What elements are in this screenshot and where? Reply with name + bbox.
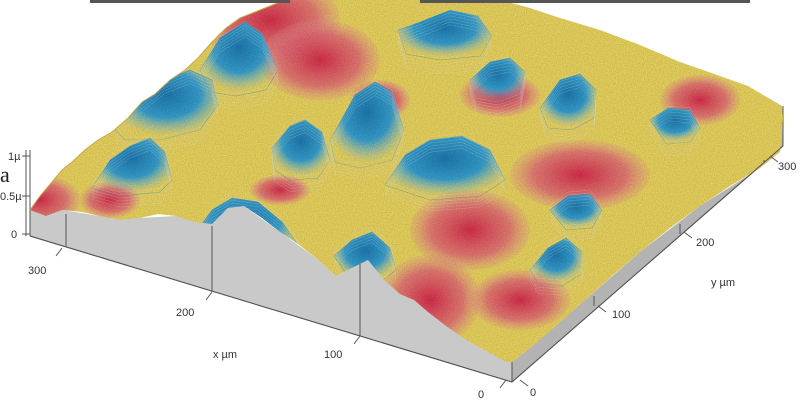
peak-mesh-line — [329, 95, 405, 180]
peak-mesh-line — [91, 149, 173, 208]
peak-mesh-line — [384, 136, 506, 200]
y-axis: 0 100 200 300 y µm — [511, 145, 796, 399]
peak-mesh-line — [199, 33, 279, 107]
peak-mesh-line — [397, 21, 493, 72]
peak-mesh-line — [549, 192, 603, 229]
right-wall — [512, 106, 783, 382]
peak-mesh-line — [469, 59, 526, 106]
peak-mesh-line — [549, 189, 603, 226]
peak-mesh-line — [549, 195, 603, 232]
peak-mesh-line — [271, 117, 331, 177]
peak-mesh-line — [469, 68, 526, 115]
peak — [199, 21, 279, 97]
x-tick-200: 200 — [176, 307, 194, 319]
peak-mesh-line — [271, 123, 331, 183]
peak-mesh-line — [549, 201, 603, 238]
low-region — [260, 20, 380, 100]
peak-mesh-line — [384, 148, 506, 212]
peak-mesh-line — [199, 27, 279, 101]
low-region — [510, 140, 650, 210]
x-axis: 300 200 100 0 x µm — [28, 235, 513, 401]
peak-mesh-line — [329, 83, 405, 168]
peak-mesh-line — [397, 9, 493, 60]
stray-glyph: a — [0, 162, 10, 187]
peak-mesh-line — [649, 120, 701, 157]
peak-mesh-line — [397, 15, 493, 66]
z-tick-1u: 1µ — [8, 151, 21, 163]
peak-mesh-line — [271, 132, 331, 192]
peak-mesh-line — [649, 114, 701, 151]
peak-mesh-line — [199, 36, 279, 110]
y-tick-100: 100 — [612, 309, 630, 321]
peak-mesh-line — [329, 89, 405, 174]
x-tick-300: 300 — [28, 265, 46, 277]
peak-mesh-line — [384, 133, 506, 197]
peak-mesh-line — [329, 92, 405, 177]
peak-mesh-line — [91, 143, 173, 202]
peak-mesh-line — [384, 142, 506, 206]
peak-regions — [91, 9, 701, 296]
peak — [549, 193, 603, 231]
peak-mesh-line — [384, 139, 506, 203]
peak-mesh-line — [549, 198, 603, 235]
y-axis-title: y µm — [711, 277, 735, 289]
peak-mesh-line — [397, 12, 493, 63]
peak-mesh-line — [469, 65, 526, 112]
x-tick-0: 0 — [478, 389, 484, 401]
peak-mesh-line — [539, 87, 597, 143]
z-tick-0-5u: 0.5µ — [0, 191, 22, 203]
peak-mesh-line — [397, 24, 493, 75]
y-tick-200: 200 — [696, 237, 714, 249]
z-tick-0: 0 — [11, 229, 17, 241]
peak-mesh-line — [91, 146, 173, 205]
peak-mesh-line — [91, 134, 173, 193]
peak-mesh-line — [199, 30, 279, 104]
peak-mesh-line — [384, 145, 506, 209]
peak-mesh-line — [529, 247, 583, 296]
front-wall — [30, 206, 512, 382]
y-tick-300: 300 — [778, 161, 796, 173]
peak-mesh-line — [649, 117, 701, 154]
peak-mesh-line — [329, 80, 405, 165]
y-tick-0: 0 — [530, 387, 536, 399]
peak-mesh-line — [199, 21, 279, 95]
z-axis: 1µ 0.5µ 0 — [0, 150, 30, 241]
peak-mesh-line — [549, 204, 603, 241]
peak-mesh-line — [469, 71, 526, 118]
peak-mesh-line — [271, 129, 331, 189]
x-axis-title: x µm — [213, 349, 237, 361]
low-region — [250, 175, 310, 205]
peak-mesh-line — [199, 24, 279, 98]
x-tick-100: 100 — [324, 349, 342, 361]
peak-mesh-line — [271, 120, 331, 180]
peak-mesh-line — [91, 137, 173, 196]
peak-mesh-line — [649, 111, 701, 148]
peak-mesh-line — [397, 18, 493, 69]
peak-mesh-line — [91, 140, 173, 199]
peak-mesh-line — [271, 126, 331, 186]
peak-mesh-line — [649, 108, 701, 145]
peak-mesh-line — [469, 62, 526, 109]
cropped-caption — [90, 0, 750, 3]
peak-mesh-line — [649, 105, 701, 142]
peak-mesh-line — [469, 56, 526, 103]
peak-mesh-line — [329, 86, 405, 171]
